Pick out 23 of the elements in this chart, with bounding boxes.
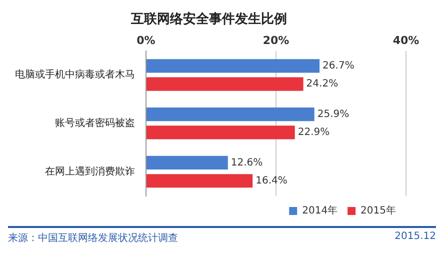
bar — [146, 59, 320, 73]
data-label: 24.2% — [306, 78, 338, 90]
legend-label: 2014年 — [302, 204, 338, 217]
legend-label: 2015年 — [360, 204, 396, 217]
bar — [146, 156, 228, 170]
bar — [146, 77, 304, 91]
x-tick-label: 20% — [262, 34, 290, 48]
y-tick-label: 电脑或手机中病毒或者木马 — [15, 68, 135, 81]
x-tick-label: 0% — [136, 34, 156, 48]
source-note: 来源：中国互联网络发展状况统计调查 — [8, 232, 178, 245]
y-tick-label: 账号或者密码被盗 — [55, 116, 135, 129]
y-tick-label: 在网上遇到消费欺诈 — [45, 165, 135, 178]
data-label: 25.9% — [317, 108, 350, 120]
x-tick-label: 40% — [392, 34, 420, 48]
data-label: 12.6% — [230, 157, 263, 168]
chart-title: 互联网络安全事件发生比例 — [130, 11, 287, 28]
data-label: 22.9% — [298, 127, 330, 138]
data-label: 16.4% — [256, 175, 288, 186]
bar — [146, 126, 295, 140]
data-label: 26.7% — [322, 60, 354, 72]
bar — [146, 108, 314, 122]
bar — [146, 174, 253, 188]
text: 2015.12 — [394, 231, 436, 244]
